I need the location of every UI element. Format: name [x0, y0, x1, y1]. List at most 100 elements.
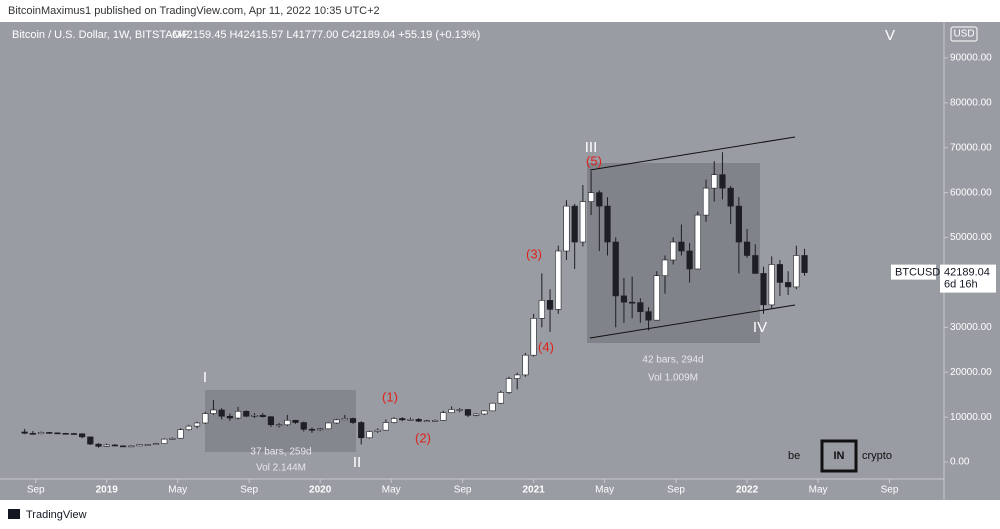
candle-body [136, 444, 143, 447]
candle-body [752, 255, 759, 274]
y-tick-label: 30000.00 [950, 322, 992, 333]
candle-body [645, 311, 652, 321]
candle-body [111, 444, 119, 447]
candle-body [686, 250, 693, 270]
range-label: Vol 2.144M [256, 463, 306, 474]
x-tick-label: Sep [27, 485, 45, 496]
candle-body [276, 424, 283, 427]
channel-line [589, 136, 796, 171]
candle-body [637, 302, 644, 312]
candle-body [629, 301, 636, 304]
candle-body [21, 431, 28, 434]
price-tag-symbol-box [891, 264, 936, 280]
candle-body [366, 431, 373, 439]
candle-body [481, 410, 488, 415]
candle-body [538, 300, 545, 319]
candle-body [743, 241, 751, 256]
candle-body [325, 422, 332, 430]
candle-body [793, 255, 800, 288]
candle-body [464, 409, 472, 416]
candle-body [390, 418, 398, 423]
candle-body [185, 425, 192, 431]
x-tick-label: May [168, 485, 187, 496]
watermark-box [820, 439, 858, 473]
candle-body [259, 415, 266, 417]
currency: USD [953, 29, 974, 40]
candle-body [37, 432, 45, 435]
candle-body [555, 250, 562, 310]
subwave-label: (3) [526, 246, 542, 261]
candle-body [522, 354, 529, 376]
candle-body [144, 444, 151, 446]
candle-body [341, 418, 348, 421]
subwave-label: (4) [538, 339, 554, 354]
x-tick-label: May [595, 485, 614, 496]
candle-body [358, 422, 365, 439]
x-tick-label: Sep [881, 485, 899, 496]
price-tag-label: 42189.04 [944, 267, 990, 279]
candle-body [612, 241, 619, 297]
candle-body [415, 419, 422, 422]
candle-body [284, 419, 291, 426]
candle-body [473, 413, 480, 416]
candle-body [670, 241, 677, 261]
candle-body [407, 419, 414, 421]
candle-body [70, 433, 77, 435]
candle-body [514, 374, 521, 379]
wave-label: I [203, 369, 207, 386]
candle-body [760, 273, 767, 306]
candle-body [801, 255, 808, 273]
candle-body [78, 433, 86, 438]
wave-label: V [885, 27, 895, 44]
candle-body [152, 443, 160, 445]
range-label: Vol 1.009M [648, 373, 698, 384]
candle-body [678, 241, 685, 252]
x-tick-label: May [382, 485, 401, 496]
candle-body [103, 444, 110, 447]
candle-body [587, 192, 595, 202]
y-tick-label: 50000.00 [950, 232, 992, 243]
x-tick-label: 2019 [96, 485, 119, 496]
currency-box [950, 26, 978, 42]
x-tick-label: Sep [240, 485, 258, 496]
chart-background [0, 22, 1000, 500]
candle-body [440, 412, 447, 421]
candle-body [251, 415, 258, 417]
subwave-label: (1) [382, 389, 398, 404]
candle-body [29, 433, 36, 435]
candle-body [234, 410, 242, 419]
candle-body [169, 437, 176, 440]
y-tick-label: 80000.00 [950, 97, 992, 108]
watermark: crypto [862, 450, 892, 462]
y-tick-label: 0.00 [950, 457, 970, 468]
watermark: be [788, 450, 800, 462]
brand-logo [8, 509, 20, 519]
candle-body [210, 409, 217, 414]
price-tag-symbol: BTCUSD [895, 267, 940, 279]
channel-line [589, 304, 796, 339]
subwave-label: (2) [415, 430, 431, 445]
candle-body [505, 378, 513, 393]
x-tick-label: Sep [667, 485, 685, 496]
candle-body [776, 264, 784, 283]
candle-body [54, 432, 61, 435]
candle-body [719, 174, 726, 189]
brand: TradingView [26, 509, 87, 521]
candle-body [530, 318, 537, 356]
candle-body [308, 428, 316, 431]
candle-body [399, 418, 406, 421]
candle-body [653, 275, 660, 321]
wave-label: II [353, 454, 361, 471]
candle-body [202, 413, 209, 424]
candle-body [120, 445, 127, 448]
candle-body [46, 432, 53, 434]
candle-body [579, 201, 586, 243]
candle-body [333, 419, 340, 424]
candle-body [62, 433, 69, 435]
candle-body [300, 422, 307, 430]
candle-body [267, 416, 275, 426]
candle-body [161, 438, 168, 444]
x-tick-label: 2020 [309, 485, 332, 496]
candle-body [218, 409, 225, 417]
candle-body [546, 300, 554, 310]
